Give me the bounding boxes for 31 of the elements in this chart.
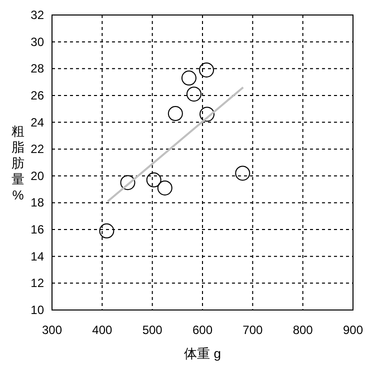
point: [186, 86, 202, 102]
x-tick-label: 500: [142, 323, 163, 337]
point: [235, 166, 250, 181]
x-tick-label: 800: [292, 323, 314, 337]
x-tick-label: 300: [42, 323, 62, 337]
y-tick-label: 22: [30, 142, 44, 156]
y-tick-label: 28: [30, 62, 44, 76]
y-tick-label: 18: [30, 196, 44, 210]
y-axis-title: 粗脂肪量%: [12, 124, 24, 202]
point: [181, 70, 196, 86]
x-tick-label: 600: [192, 323, 213, 337]
y-tick-label: 12: [30, 276, 44, 290]
x-tick-label: 400: [92, 323, 112, 337]
y-tick-label: 10: [30, 303, 44, 317]
point: [199, 62, 214, 78]
x-tick-label: 700: [242, 323, 263, 337]
y-tick-label: 14: [30, 249, 44, 264]
y-tick-label: 30: [30, 34, 44, 49]
point: [146, 172, 162, 188]
y-tick-label: 16: [30, 222, 44, 237]
y-tick-label: 20: [30, 168, 44, 183]
point: [120, 175, 136, 190]
point: [200, 106, 215, 122]
point: [99, 223, 114, 238]
y-tick-label: 24: [30, 115, 44, 130]
point: [168, 106, 183, 122]
point: [157, 180, 172, 196]
y-tick-label: 26: [30, 88, 44, 102]
y-tick-label: 32: [30, 8, 44, 22]
x-axis-title: 体重 g: [184, 346, 221, 361]
x-tick-label: 900: [342, 323, 364, 337]
